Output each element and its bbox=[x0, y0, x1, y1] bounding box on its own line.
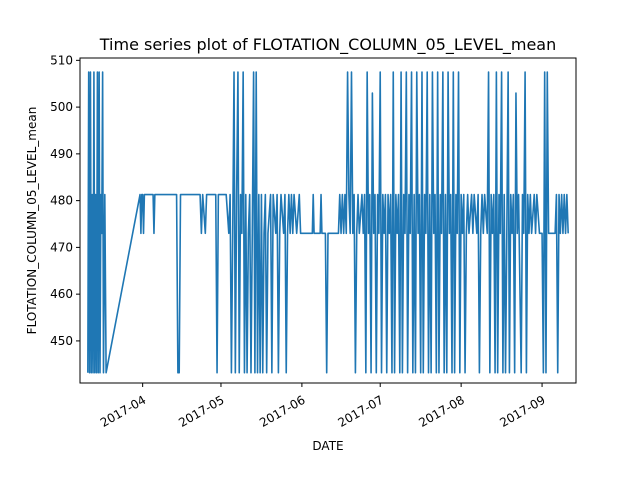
series-line-0 bbox=[87, 71, 569, 374]
y-tick-label: 490 bbox=[50, 147, 73, 161]
y-tick-label: 450 bbox=[50, 334, 73, 348]
plot-area bbox=[79, 57, 577, 384]
plot-frame bbox=[79, 57, 577, 384]
y-tick-label: 500 bbox=[50, 100, 73, 114]
x-axis-label: DATE bbox=[312, 439, 343, 453]
series-layer bbox=[87, 71, 569, 374]
y-tick-label: 480 bbox=[50, 194, 73, 208]
y-axis: 450 460 470 480 490 500 510 bbox=[50, 53, 80, 348]
y-tick-label: 460 bbox=[50, 287, 73, 301]
y-axis-label: FLOTATION_COLUMN_05_LEVEL_mean bbox=[25, 107, 39, 335]
y-tick-label: 510 bbox=[50, 53, 73, 67]
chart-title: Time series plot of FLOTATION_COLUMN_05_… bbox=[99, 35, 557, 55]
y-tick-label: 470 bbox=[50, 240, 73, 254]
